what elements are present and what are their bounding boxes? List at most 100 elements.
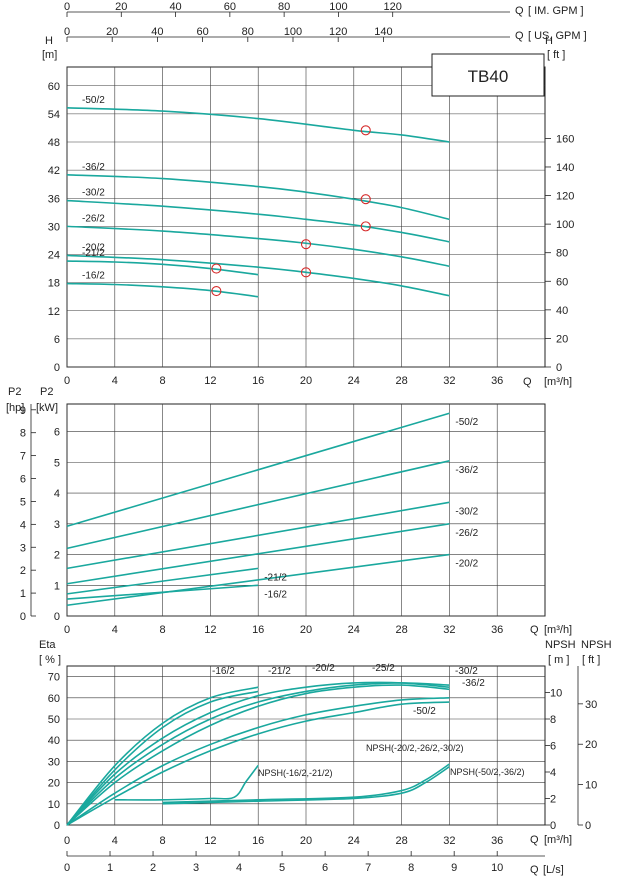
head-ytick-label: 30 (48, 221, 60, 233)
head-series-label: -20/2 (82, 242, 105, 253)
npsh-ft-label: NPSH (581, 639, 612, 651)
npsh-curve (162, 766, 450, 805)
head-series-label: -26/2 (82, 213, 105, 224)
head-yunit-right: [ ft ] (547, 49, 565, 61)
head-series-label: -50/2 (82, 95, 105, 106)
npsh-ft-tick-label: 0 (585, 820, 591, 832)
power-xtick-label: 28 (395, 624, 407, 636)
power-hp-tick-label: 1 (20, 588, 26, 600)
ls-tick-label: 10 (491, 862, 503, 874)
npsh-series-label: NPSH(-20/2,-26/2,-30/2) (366, 743, 464, 753)
eff-series-label: -16/2 (212, 666, 235, 677)
head-xtick-label: 12 (204, 375, 216, 387)
power-hp-tick-label: 6 (20, 474, 26, 486)
power-hp-tick-label: 5 (20, 496, 26, 508)
head-xtick-label: 28 (395, 375, 407, 387)
power-hp-tick-label: 7 (20, 451, 26, 463)
power-kw-tick-label: 0 (54, 611, 60, 623)
head-curve-212 (66, 260, 259, 276)
power-hp-tick-label: 0 (20, 611, 26, 623)
head-ft-tick-label: 140 (556, 162, 574, 174)
head-ytick-label: 24 (48, 250, 60, 262)
power-xlabel: Q (530, 624, 539, 636)
head-series-label: -21/2 (82, 248, 105, 259)
head-ytick-label: 60 (48, 81, 60, 93)
eff-series-label: -36/2 (462, 678, 485, 689)
power-kw-tick-label: 5 (54, 457, 60, 469)
eff-curve-252 (66, 682, 450, 826)
im-gpm-tick-label: 80 (278, 1, 290, 13)
power-curve-302 (66, 501, 450, 570)
eff-xunit: [m³/h] (544, 834, 572, 846)
power-xtick-label: 0 (64, 624, 70, 636)
power-series-label: -21/2 (264, 572, 287, 583)
eff-xtick-label: 28 (395, 835, 407, 847)
duty-point (360, 194, 371, 205)
eff-ytick-label: 0 (54, 820, 60, 832)
eff-ls-xlabel: Q (530, 864, 539, 876)
head-ytick-label: 0 (54, 362, 60, 374)
ls-tick-label: 3 (193, 862, 199, 874)
eff-series-label: -21/2 (268, 666, 291, 677)
title-box (431, 53, 545, 97)
us-gpm-tick-label: 40 (151, 26, 163, 38)
eff-ytick-label: 40 (48, 735, 60, 747)
power-series-label: -36/2 (455, 465, 478, 476)
eff-ytick-label: 60 (48, 693, 60, 705)
npsh-ft-tick-label: 10 (585, 780, 597, 792)
power-curve-162 (66, 584, 259, 600)
head-ytick-label: 12 (48, 306, 60, 318)
head-ytick-label: 6 (54, 334, 60, 346)
ls-tick-label: 0 (64, 862, 70, 874)
npsh-curve (114, 764, 259, 801)
power-kw-tick-label: 2 (54, 550, 60, 562)
eff-series-label: -30/2 (455, 666, 478, 677)
duty-point (360, 125, 371, 136)
eff-curve-302 (66, 684, 450, 826)
eff-series-label: -50/2 (413, 706, 436, 717)
power-hp-unit: [hp] (6, 402, 24, 414)
npsh-m-tick-label: 4 (550, 767, 556, 779)
power-hp-tick-label: 3 (20, 542, 26, 554)
head-ylabel-right: H (545, 35, 553, 47)
duty-point (300, 267, 312, 278)
eff-xtick-label: 0 (64, 835, 70, 847)
im-gpm-tick-label: 120 (384, 1, 402, 13)
npsh-ft-tick-label: 30 (585, 699, 597, 711)
head-curve-162 (66, 282, 259, 298)
power-xtick-label: 20 (300, 624, 312, 636)
head-xtick-label: 36 (491, 375, 503, 387)
eff-ytick-label: 70 (48, 672, 60, 684)
head-series-label: -36/2 (82, 162, 105, 173)
im-gpm-tick-label: 60 (224, 1, 236, 13)
curves-layer (66, 106, 450, 826)
power-xtick-label: 8 (160, 624, 166, 636)
grid-layer (30, 11, 583, 857)
head-ytick-label: 18 (48, 278, 60, 290)
power-curve-202 (66, 553, 450, 607)
npsh-curve (162, 763, 450, 804)
im-gpm-tick-label: 40 (169, 1, 181, 13)
im-gpm-unit: [ IM. GPM ] (528, 5, 584, 17)
npsh-series-label: NPSH(-16/2,-21/2) (258, 768, 333, 778)
ls-tick-label: 8 (408, 862, 414, 874)
eff-ytick-label: 50 (48, 714, 60, 726)
head-series-label: -16/2 (82, 271, 105, 282)
ls-tick-label: 7 (365, 862, 371, 874)
duty-point (211, 263, 222, 274)
power-kw-unit: [kW] (36, 402, 58, 414)
head-xtick-label: 8 (160, 375, 166, 387)
eff-xtick-label: 4 (112, 835, 118, 847)
eff-curve-362 (66, 697, 450, 826)
power-series-label: -30/2 (455, 506, 478, 517)
eff-ytick-label: 30 (48, 756, 60, 768)
ls-tick-label: 4 (236, 862, 242, 874)
eff-curve-502 (66, 701, 450, 826)
power-xtick-label: 36 (491, 624, 503, 636)
head-ft-tick-label: 60 (556, 276, 568, 288)
power-kw-tick-label: 6 (54, 427, 60, 439)
head-xtick-label: 0 (64, 375, 70, 387)
eff-ylabel: Eta (39, 639, 56, 651)
power-series-label: -50/2 (455, 417, 478, 428)
